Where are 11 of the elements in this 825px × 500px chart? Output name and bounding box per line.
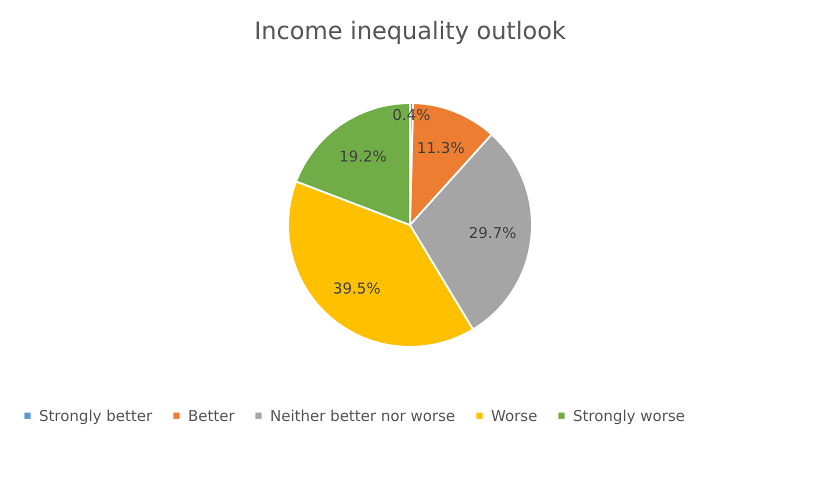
legend-label: Strongly better <box>39 406 153 425</box>
data-label: 0.4% <box>392 106 430 124</box>
legend-label: Neither better nor worse <box>270 406 456 425</box>
data-label: 11.3% <box>416 138 465 157</box>
data-label: 19.2% <box>339 148 387 166</box>
legend-label: Strongly worse <box>573 406 685 425</box>
data-label: 29.7% <box>468 224 516 242</box>
legend-label: Worse <box>491 406 538 425</box>
chart-title: Income inequality outlook <box>254 17 566 45</box>
data-label: 39.5% <box>332 280 381 298</box>
legend-label: Better <box>188 406 236 425</box>
